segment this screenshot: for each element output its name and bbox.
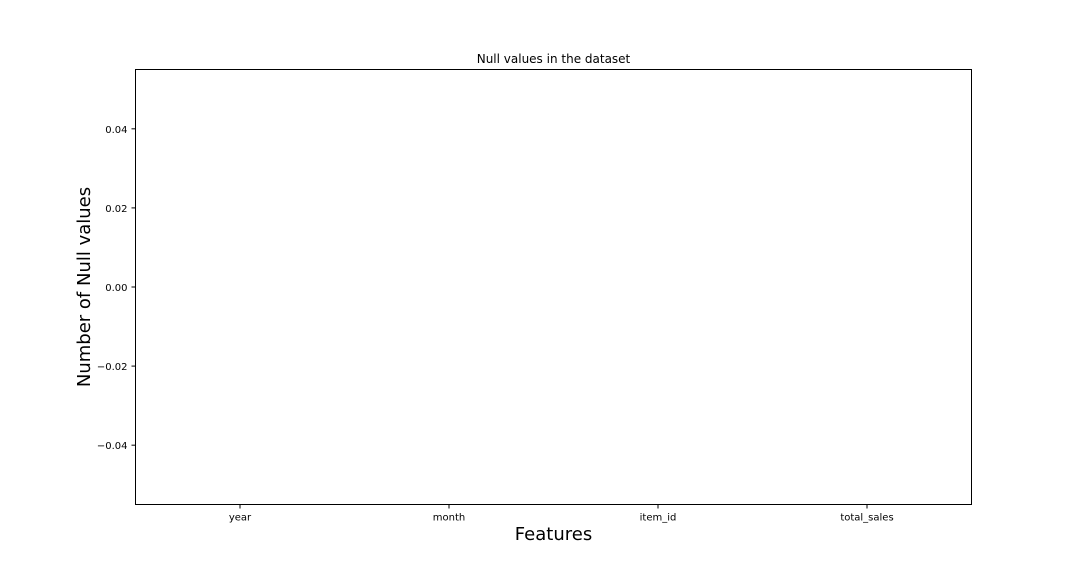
- x-tick-label: total_sales: [840, 513, 893, 524]
- chart-title: Null values in the dataset: [477, 52, 631, 66]
- y-axis-ticks: 0.04 0.02 0.00 −0.02 −0.04: [97, 125, 136, 452]
- x-tick-label: item_id: [640, 513, 677, 524]
- y-tick-label: 0.02: [105, 204, 127, 215]
- y-tick-label: −0.04: [97, 441, 128, 452]
- x-tick-label: year: [229, 513, 252, 524]
- y-tick-label: −0.02: [97, 362, 128, 373]
- y-tick-label: 0.04: [105, 125, 127, 136]
- x-tick-label: month: [433, 513, 465, 524]
- x-axis-ticks: year month item_id total_sales: [229, 504, 894, 524]
- x-axis-label: Features: [515, 524, 592, 545]
- y-axis-label: Number of Null values: [74, 187, 95, 387]
- y-tick-label: 0.00: [105, 283, 127, 294]
- plot-area-frame: [135, 69, 972, 505]
